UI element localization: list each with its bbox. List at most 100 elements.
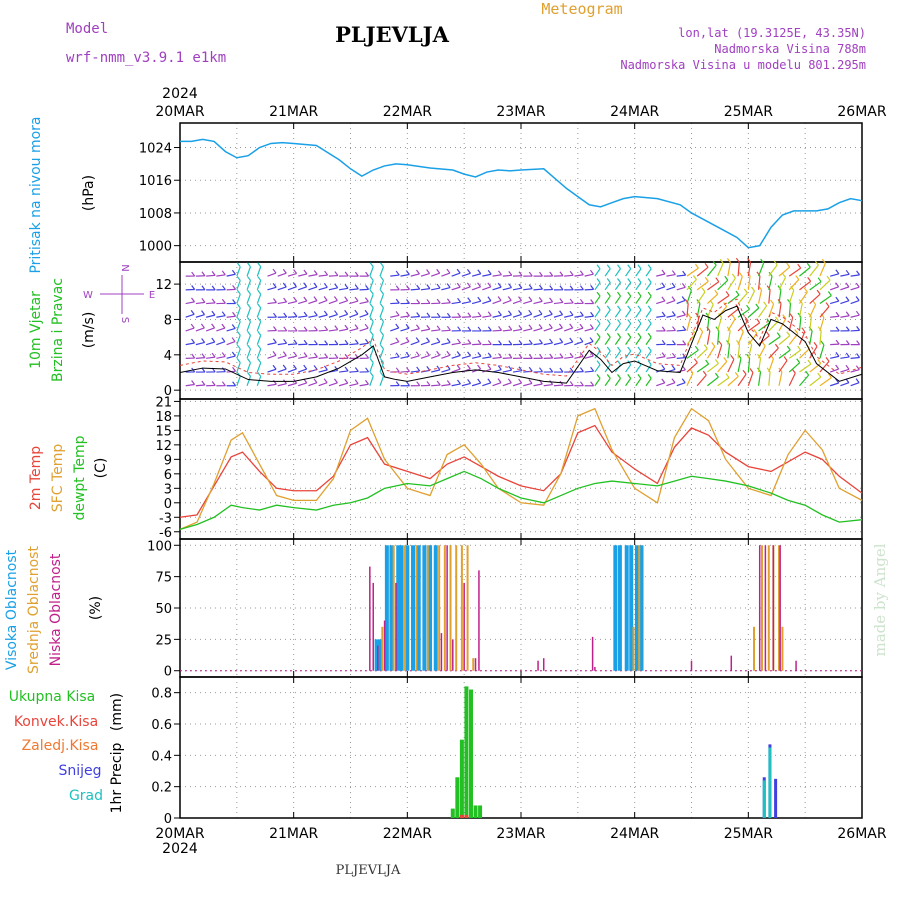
wind-barb (737, 308, 750, 318)
precip-units: (mm) (109, 693, 125, 731)
wind-barb (778, 349, 791, 359)
wind-barb-tick (487, 296, 492, 302)
wind-barb (246, 293, 252, 304)
wind-barb-tick (354, 309, 359, 315)
wind-barb-tick (221, 367, 226, 373)
top-time-label: 21MAR (269, 104, 318, 120)
wind-barb (236, 321, 241, 332)
wind-barb-tick (539, 367, 543, 373)
wind-barb-tick (211, 337, 216, 343)
wind-barb (441, 272, 451, 277)
wind-barb (758, 345, 766, 359)
wind-barb (798, 291, 808, 304)
wind-barb (349, 383, 359, 387)
wind-barb (328, 329, 338, 332)
wind-barb (461, 272, 471, 277)
wind-barb (625, 350, 632, 359)
wind-barb (737, 331, 744, 345)
wind-barb-tick (313, 311, 318, 316)
wind-barb-tick (786, 331, 791, 337)
wind-barb (216, 327, 226, 332)
wind-barb (246, 376, 252, 386)
wind-barb (778, 371, 783, 386)
wind-barb (205, 341, 215, 346)
wind-barb-tick (681, 378, 686, 384)
wind-barb-tick (232, 381, 237, 387)
wind-barb-tick (365, 271, 370, 277)
wind-barb (727, 359, 735, 373)
total-precip-bar (459, 739, 464, 818)
wind-barb-tick (549, 297, 554, 303)
wind-barb (339, 287, 349, 291)
wind-barb-tick (855, 282, 860, 288)
wind-barb (451, 301, 461, 305)
wind-barb (451, 286, 461, 291)
wind-barb-tick (436, 298, 441, 304)
wind-barb (256, 321, 262, 332)
wind-barb (635, 336, 642, 345)
wind-barb-tick (487, 269, 492, 275)
legend-graupel: Grad (69, 788, 103, 804)
wind-barb (635, 378, 642, 387)
top-time-label: 23MAR (496, 104, 545, 120)
wind-barb-tick (596, 319, 601, 324)
wind-barb-tick (333, 378, 338, 384)
wind-barb (267, 272, 277, 277)
wind-barb-tick (807, 277, 812, 282)
wind-barb-tick (590, 366, 595, 372)
wind-barb (656, 300, 666, 305)
top-time-label: 26MAR (837, 104, 886, 120)
wind-barb-tick (344, 366, 349, 372)
wind-barb (523, 300, 533, 305)
wind-barb (840, 300, 850, 305)
wind-barb-tick (538, 339, 543, 344)
wind-barb (543, 313, 553, 318)
wind-barb (747, 290, 756, 304)
wind-barb (768, 371, 771, 386)
wind-barb-tick (191, 297, 196, 303)
wind-barb (471, 355, 482, 359)
wind-barb-tick (617, 346, 621, 352)
high-cloud-bar (433, 545, 438, 671)
wind-barb-tick (354, 379, 359, 385)
temp-dew-label: dewpt Temp (72, 435, 88, 520)
wind-barb-tick (773, 260, 778, 266)
wind-barb-tick (845, 364, 850, 370)
wind-barb (390, 274, 400, 277)
panel-wind: 0 4 8 12 (155, 257, 863, 400)
wind-barb-tick (344, 283, 349, 289)
wind-barb-tick (313, 378, 318, 384)
mid-cloud-bar (460, 545, 463, 671)
wind-barb-tick (415, 324, 420, 330)
wind-barb-tick (617, 264, 621, 270)
wind-barb-tick (334, 325, 339, 331)
wind-barb-tick (671, 282, 676, 288)
wind-barb (717, 294, 730, 305)
wind-barb-tick (549, 338, 554, 344)
wind-barb-tick (795, 275, 800, 280)
wind-barb-tick (416, 312, 421, 317)
wind-barb-tick (334, 310, 338, 315)
mid-cloud-bar (778, 545, 781, 671)
wind-barb-tick (827, 373, 832, 379)
wind-barb-tick (770, 299, 775, 305)
wind-barb-tick (344, 324, 349, 330)
wind-barb (778, 318, 787, 332)
wind-barb (369, 280, 374, 291)
wind-barb-tick (672, 340, 676, 345)
wind-barb (563, 327, 573, 332)
wind-barb-tick (579, 298, 584, 304)
wind-barb-tick (723, 357, 728, 362)
wind-barb (594, 364, 601, 373)
wind-barb (512, 382, 522, 387)
wind-barb (410, 341, 420, 346)
wind-barb-tick (518, 378, 523, 384)
wind-barb-tick (528, 353, 533, 359)
wind-barb (840, 315, 850, 318)
wind-barb-tick (257, 276, 262, 281)
wind-barb (696, 280, 709, 291)
wind-barb-tick (606, 346, 611, 352)
wind-barb-tick (416, 366, 421, 372)
wind-barb-tick (201, 271, 206, 277)
wind-barb (809, 281, 822, 291)
